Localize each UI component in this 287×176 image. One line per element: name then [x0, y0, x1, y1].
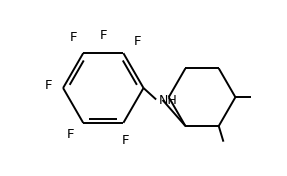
- Text: F: F: [122, 134, 129, 147]
- Text: F: F: [67, 128, 74, 141]
- Text: F: F: [70, 31, 78, 44]
- Text: F: F: [133, 35, 141, 48]
- Text: NH: NH: [158, 94, 177, 107]
- Text: F: F: [44, 79, 52, 92]
- Text: F: F: [100, 29, 107, 42]
